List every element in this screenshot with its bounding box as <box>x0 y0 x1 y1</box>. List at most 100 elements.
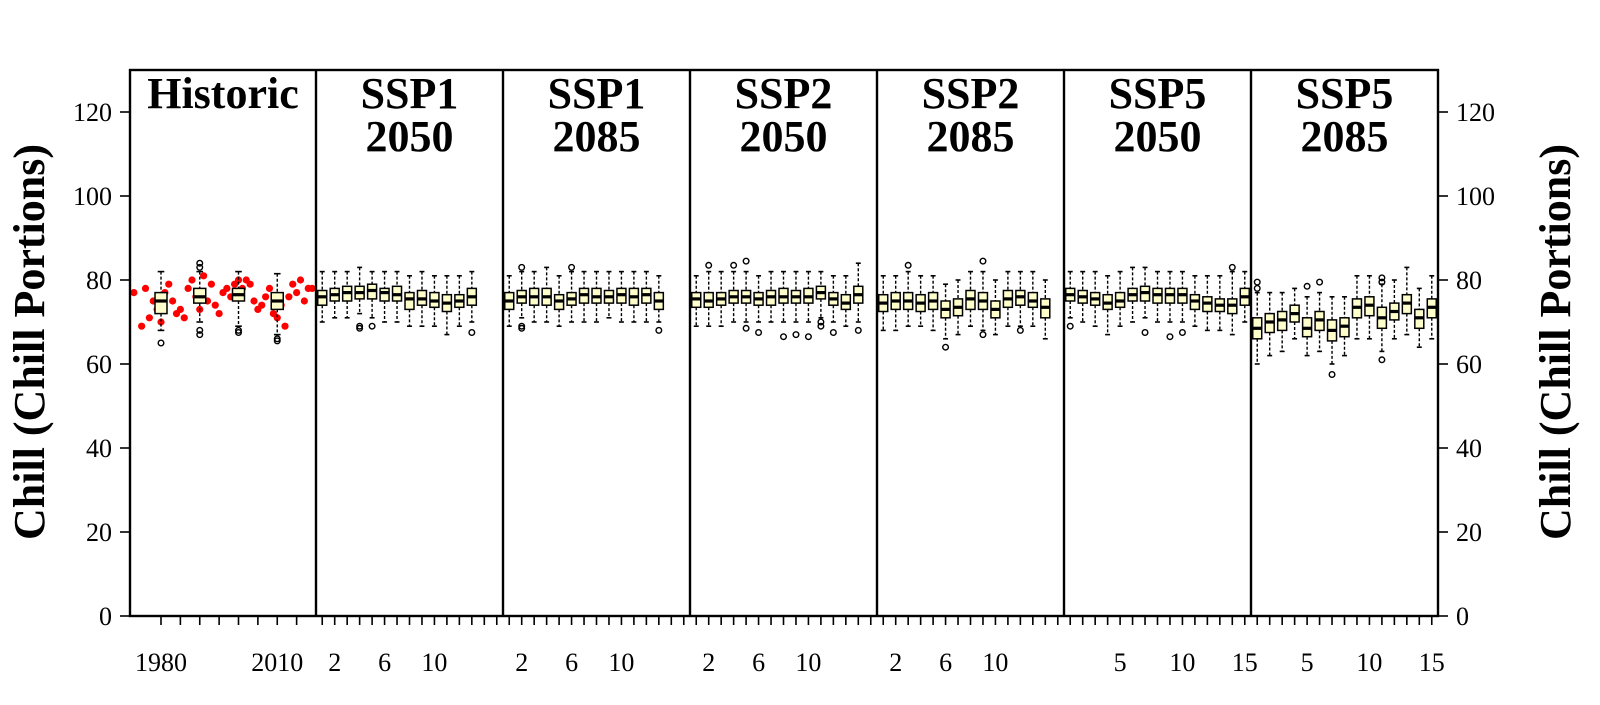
box-ssp5-2085-10 <box>1364 274 1375 340</box>
box-ssp2-2050-10 <box>803 270 814 341</box>
outlier-point <box>196 331 204 339</box>
box-ssp5-2050-14 <box>1227 263 1238 336</box>
panel-title-ssp1-2085-line-2: 2085 <box>553 112 641 161</box>
panel-title-ssp2-2085-line-2: 2085 <box>927 112 1015 161</box>
x-tick-label: 10 <box>608 648 634 677</box>
box-ssp5-2085-8 <box>1339 295 1350 357</box>
box-ssp1-2050-6 <box>379 270 390 323</box>
x-tick-label: 2 <box>702 648 715 677</box>
box-ssp1-2085-1 <box>503 274 515 328</box>
box-ssp2-2085-7 <box>952 279 964 336</box>
panel-title-ssp5-2085-line-1: SSP5 <box>1296 69 1394 118</box>
box-ssp5-2050-6 <box>1127 266 1138 323</box>
outlier-point <box>518 322 526 330</box>
box-ssp1-2050-13 <box>466 270 478 337</box>
observed-point <box>184 284 192 292</box>
observed-point <box>141 284 150 292</box>
outlier-point <box>792 331 800 339</box>
y-tick-label-left: 120 <box>73 98 112 127</box>
box-ssp2-2050-12 <box>828 274 839 337</box>
box-ssp5-2050-9 <box>1164 270 1176 341</box>
observed-point <box>234 276 243 284</box>
box-ssp2-2050-3 <box>715 270 727 328</box>
x-tick-label: 5 <box>1301 648 1314 677</box>
observed-point <box>285 293 293 301</box>
box-ssp1-2085-2 <box>516 263 527 332</box>
panel-title-ssp1-2085-line-1: SSP1 <box>548 69 646 118</box>
box-ssp2-2050-2 <box>703 261 714 328</box>
box-ssp2-2085-6 <box>940 283 951 351</box>
x-tick-label: 2 <box>515 648 528 677</box>
box-ssp2-2050-5 <box>740 257 752 332</box>
box-historic-2010 <box>270 272 284 345</box>
x-tick-label: 10 <box>1356 648 1382 677</box>
y-tick-label-left: 100 <box>73 182 112 211</box>
outlier-point <box>1328 371 1336 379</box>
box-ssp5-2085-2 <box>1264 291 1275 357</box>
box-ssp5-2085-7 <box>1326 295 1338 379</box>
panel-title-historic-line-1: Historic <box>147 69 299 118</box>
outlier-point <box>196 263 204 271</box>
box-ssp1-2050-4 <box>354 266 365 332</box>
box-ssp5-2050-4 <box>1102 274 1113 336</box>
y-tick-label-right: 100 <box>1456 182 1495 211</box>
box-ssp2-2085-9 <box>977 257 989 339</box>
outlier-point <box>1378 274 1386 282</box>
observed-point <box>211 301 219 309</box>
box-ssp2-2085-14 <box>1040 279 1051 340</box>
box-ssp1-2085-4 <box>541 266 552 323</box>
outlier-point <box>157 339 165 347</box>
observed-point <box>250 297 258 305</box>
box-ssp2-2085-3 <box>902 261 914 328</box>
observed-point <box>130 289 138 297</box>
observed-point <box>157 318 165 326</box>
observed-point <box>188 276 196 284</box>
box-ssp5-2050-1 <box>1064 270 1076 330</box>
box-ssp1-2085-13 <box>653 274 665 334</box>
box-ssp1-2050-10 <box>429 274 440 328</box>
box-ssp2-2085-2 <box>890 274 901 332</box>
box-ssp5-2050-7 <box>1139 266 1151 337</box>
panel-title-ssp2-2050-line-1: SSP2 <box>735 69 833 118</box>
y-tick-label-left: 80 <box>86 266 112 295</box>
box-ssp2-2085-10 <box>990 279 1001 336</box>
box-ssp2-2085-12 <box>1015 270 1026 334</box>
panel-historic: Historic 1980 2010 <box>130 69 316 677</box>
outlier-point <box>368 322 376 330</box>
observed-point <box>308 284 316 292</box>
box-ssp1-2050-9 <box>416 270 428 328</box>
plot-frame <box>128 68 1440 618</box>
y-tick-label-left: 60 <box>86 350 112 379</box>
box-ssp5-2085-4 <box>1289 287 1300 340</box>
box-ssp5-2050-15 <box>1239 270 1251 323</box>
y-tick-label-right: 80 <box>1456 266 1482 295</box>
box-ssp5-2085-6 <box>1314 278 1325 353</box>
observed-point <box>165 280 173 288</box>
box-ssp5-2050-10 <box>1177 270 1188 337</box>
box-ssp1-2085-9 <box>603 270 615 319</box>
box-ssp1-2050-8 <box>404 274 415 328</box>
x-tick-label: 10 <box>1169 648 1195 677</box>
box-ssp2-2050-14 <box>853 262 864 334</box>
box-ssp5-2050-12 <box>1202 274 1213 332</box>
outlier-point <box>1316 278 1324 286</box>
outlier-point <box>705 261 713 269</box>
x-tick-label: 2 <box>889 648 902 677</box>
panel-title-ssp1-2050-line-2: 2050 <box>366 112 454 161</box>
observed-point <box>207 280 215 288</box>
box-ssp1-2050-1 <box>316 270 328 323</box>
outlier-point <box>829 329 837 337</box>
outlier-point <box>1253 284 1261 292</box>
box-ssp2-2050-7 <box>765 270 777 323</box>
box-ssp2-2085-4 <box>915 274 926 328</box>
box-ssp1-2050-12 <box>454 274 465 328</box>
y-tick-label-right: 20 <box>1456 518 1482 547</box>
observed-point <box>296 276 305 284</box>
observed-point <box>145 314 153 322</box>
outlier-point <box>730 261 738 269</box>
outlier-point <box>817 322 825 330</box>
x-tick-label: 10 <box>795 648 821 677</box>
